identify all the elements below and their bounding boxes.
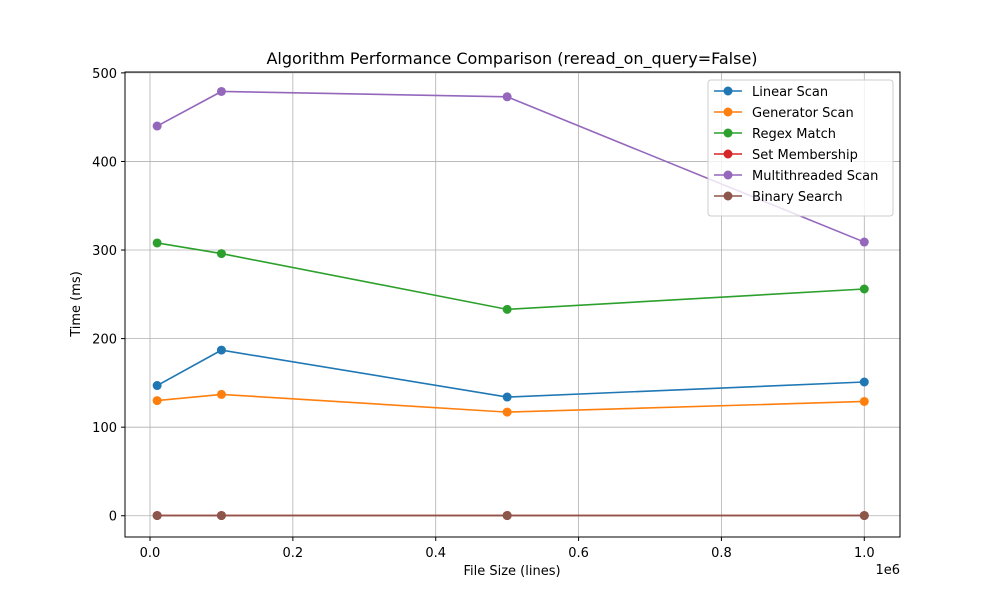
data-point <box>216 249 226 259</box>
series-generator-scan <box>152 389 869 417</box>
series-line <box>156 90 865 243</box>
data-point <box>216 511 226 521</box>
data-point <box>502 407 512 417</box>
x-tick-label: 0.8 <box>711 546 732 561</box>
data-point <box>859 284 869 294</box>
data-point <box>859 511 869 521</box>
x-tick-label: 0.6 <box>568 546 589 561</box>
legend-marker <box>723 170 733 180</box>
legend-label: Multithreaded Scan <box>752 169 878 184</box>
data-point <box>216 389 226 399</box>
legend-label: Binary Search <box>752 190 843 205</box>
data-point <box>502 511 512 521</box>
legend-item: Regex Match <box>714 127 836 142</box>
legend-marker <box>723 191 733 201</box>
data-point <box>152 511 162 521</box>
x-axis-offset-label: 1e6 <box>875 563 900 578</box>
legend-item: Set Membership <box>714 148 858 163</box>
y-axis-ticks: 0 100 200 300 400 500 <box>92 67 125 525</box>
data-point <box>859 237 869 247</box>
y-tick-label: 300 <box>92 244 117 259</box>
plot-area-frame <box>124 71 901 538</box>
x-tick-label: 0.4 <box>425 546 446 561</box>
series-line <box>157 242 865 311</box>
x-axis-ticks: 0.0 0.2 0.4 0.6 0.8 1.0 <box>140 537 875 561</box>
legend-item: Multithreaded Scan <box>714 169 878 184</box>
data-point <box>502 92 512 102</box>
data-point <box>152 396 162 406</box>
series-line <box>156 349 865 398</box>
y-tick-label: 0 <box>109 510 117 525</box>
series-binary-search <box>152 511 869 521</box>
legend-label: Linear Scan <box>752 85 828 100</box>
series-regex-match <box>152 238 869 314</box>
data-point <box>502 392 512 402</box>
series-linear-scan <box>152 345 869 402</box>
y-tick-label: 200 <box>92 333 117 348</box>
legend-marker <box>723 128 733 138</box>
legend-item: Binary Search <box>714 190 843 205</box>
data-point <box>216 345 226 355</box>
legend-item: Linear Scan <box>714 85 828 100</box>
legend-marker <box>723 107 733 117</box>
legend: Linear Scan Generator Scan Regex Match Set … <box>707 79 894 217</box>
y-tick-label: 100 <box>92 421 117 436</box>
y-axis-label: Time (ms) <box>69 271 84 338</box>
series-line <box>157 393 865 413</box>
x-tick-label: 1.0 <box>854 546 875 561</box>
series-multithreaded-scan <box>152 86 869 247</box>
data-point <box>152 238 162 248</box>
legend-marker <box>723 86 733 96</box>
data-point <box>152 381 162 391</box>
data-point <box>216 86 226 96</box>
data-point <box>502 304 512 314</box>
legend-marker <box>723 149 733 159</box>
x-axis-label: File Size (lines) <box>463 564 560 579</box>
x-tick-label: 0.0 <box>140 546 161 561</box>
chart-title: Algorithm Performance Comparison (reread… <box>266 49 757 69</box>
series-layer <box>152 86 869 521</box>
legend-label: Set Membership <box>752 148 858 163</box>
y-tick-label: 400 <box>92 155 117 170</box>
data-point <box>152 121 162 131</box>
legend-box <box>707 79 894 217</box>
data-point <box>859 377 869 387</box>
legend-label: Generator Scan <box>752 106 854 121</box>
legend-label: Regex Match <box>752 127 836 142</box>
y-tick-label: 500 <box>92 67 117 82</box>
x-tick-label: 0.2 <box>283 546 304 561</box>
data-point <box>859 396 869 406</box>
legend-item: Generator Scan <box>714 106 854 121</box>
